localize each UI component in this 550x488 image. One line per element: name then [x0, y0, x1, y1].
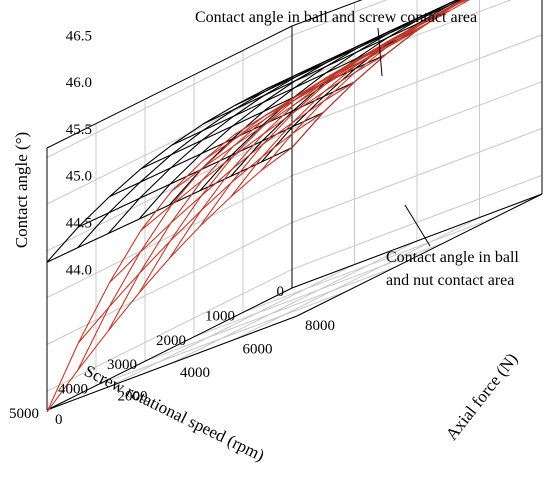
surface-0-line-y-8 — [296, 0, 458, 76]
wall-grid-z-1 — [46, 128, 543, 345]
surface-1-line-x-4 — [169, 27, 420, 259]
surface-0-line-y-3 — [140, 53, 387, 170]
surface-0 — [46, 0, 466, 263]
surface-1-line-y-7 — [265, 0, 465, 116]
surface-0-line-y-0 — [46, 147, 293, 263]
surface-1-line-y-4 — [171, 30, 418, 192]
z-tick-label-0: 44.0 — [66, 262, 92, 278]
annotation-screw-leader — [377, 27, 383, 77]
x-tick-label-0: 0 — [277, 284, 285, 300]
box-edge-3 — [46, 25, 293, 149]
axis-box — [46, 0, 543, 411]
x-tick-label-4: 4000 — [58, 382, 88, 398]
surface-1-line-x-3 — [199, 10, 451, 227]
surface-0-line-y-6 — [234, 0, 462, 107]
z-tick-label-3: 45.5 — [66, 122, 92, 138]
floor-grid-y-3 — [234, 217, 480, 340]
surface-0-line-y-2 — [109, 81, 355, 198]
floor-grid-y-1 — [109, 264, 355, 387]
surface-1 — [46, 0, 471, 413]
annotation-nut-line-1: Contact angle in ball — [386, 249, 519, 266]
z-tick-label-1: 44.5 — [66, 216, 92, 232]
y-tick-label-3: 6000 — [243, 342, 273, 358]
box-edge-7 — [46, 315, 298, 411]
x-tick-label-1: 1000 — [205, 308, 235, 324]
box-edge-8 — [296, 193, 543, 317]
box-edge-6 — [291, 193, 543, 289]
surface-1-line-y-2 — [109, 81, 355, 283]
z-axis-title: Contact angle (°) — [12, 132, 31, 248]
annotation-nut-leader — [404, 204, 431, 247]
y-axis-title: Axial force (N) — [442, 349, 521, 443]
surfaces — [46, 0, 471, 413]
x-tick-label-2: 2000 — [156, 333, 186, 349]
box-edge-5 — [46, 287, 293, 411]
floor-grid-y-2 — [171, 240, 418, 364]
wall-grid-z-4 — [46, 0, 512, 205]
y-tick-label-1: 2000 — [118, 389, 148, 405]
annotation-nut-line-2: and nut contact area — [386, 272, 514, 289]
x-tick-label-5: 5000 — [9, 406, 39, 422]
z-tick-label-2: 45.0 — [66, 169, 92, 185]
surface-1-line-y-0 — [46, 147, 293, 413]
surface-1-line-y-8 — [296, 0, 471, 100]
surface-1-line-y-3 — [140, 53, 387, 232]
surface-1-line-y-5 — [202, 8, 449, 161]
box-edge-4 — [291, 0, 363, 27]
x-tick-label-3: 3000 — [107, 357, 137, 373]
y-tick-label-2: 4000 — [180, 365, 210, 381]
y-tick-label-4: 8000 — [305, 318, 335, 334]
annotation-screw: Contact angle in ball and screw contact … — [195, 9, 477, 26]
surface-0-line-y-5 — [203, 8, 449, 125]
y-tick-label-0: 0 — [55, 412, 63, 428]
surface-1-line-y-1 — [77, 112, 324, 344]
z-tick-label-5: 46.5 — [66, 28, 92, 44]
z-tick-label-4: 46.0 — [66, 75, 92, 91]
x-axis-title: Screw rotational speed (rpm) — [81, 361, 267, 465]
tick-labels: 44.0 44.5 45.0 45.5 46.0 46.5 0 1000 2000 3000 400… — [9, 28, 335, 428]
